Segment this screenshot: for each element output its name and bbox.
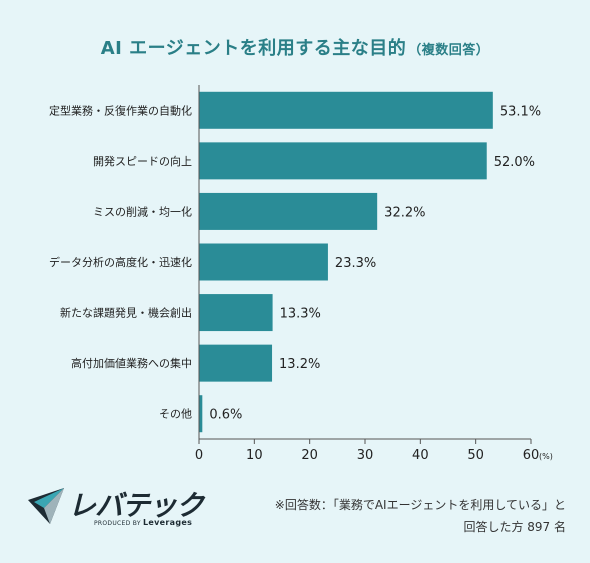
value-label: 53.1% — [500, 104, 541, 119]
logo-mark-icon — [28, 488, 64, 524]
bar — [199, 344, 273, 382]
bar — [199, 243, 328, 281]
logo-text: レバテック — [68, 489, 204, 522]
chart-title-main: AI エージェントを利用する主な目的 — [100, 38, 407, 59]
category-label: 開発スピードの向上 — [93, 154, 192, 168]
bar — [199, 142, 487, 180]
category-label: データ分析の高度化・迅速化 — [49, 255, 192, 269]
bar — [199, 192, 378, 230]
footnote-line-2: 回答した方 897 名 — [463, 520, 566, 534]
logo-tagline: PRODUCED BY Leverages — [94, 518, 192, 527]
logo-tagline-brand: Leverages — [143, 518, 193, 527]
value-label: 13.3% — [280, 307, 321, 322]
x-tick-label: 40 — [412, 448, 429, 463]
bar — [199, 294, 273, 332]
value-label: 13.2% — [279, 357, 320, 372]
category-label: 新たな課題発見・機会創出 — [60, 306, 192, 320]
category-label: 高付加価値業務への集中 — [71, 356, 192, 370]
x-tick-label: 30 — [357, 448, 374, 463]
footnote: ※回答数：「業務でAIエージェントを利用している」と 回答した方 897 名 — [275, 494, 566, 538]
x-tick-label: 50 — [467, 448, 484, 463]
x-tick-label: 60 — [523, 448, 540, 463]
value-label: 0.6% — [209, 408, 242, 423]
footnote-line-1: ※回答数：「業務でAIエージェントを利用している」と — [274, 498, 566, 512]
x-tick-label: 10 — [246, 448, 263, 463]
bar — [199, 395, 203, 433]
category-label: 定型業務・反復作業の自動化 — [49, 103, 192, 117]
chart-title-sub: （複数回答） — [408, 43, 490, 58]
category-label: その他 — [159, 408, 192, 421]
x-tick-label: 20 — [301, 448, 318, 463]
value-label: 52.0% — [494, 155, 535, 170]
category-label: ミスの削減・均一化 — [93, 204, 192, 218]
levtech-logo: レバテック PRODUCED BY Leverages — [28, 484, 228, 534]
value-label: 23.3% — [335, 256, 376, 271]
x-unit-label: (%) — [539, 452, 553, 461]
bar — [199, 91, 493, 129]
bar-chart: 定型業務・反復作業の自動化 53.1% 開発スピードの向上 52.0% ミスの削減・均一… — [49, 85, 553, 463]
logo-tagline-prefix: PRODUCED BY — [94, 520, 141, 527]
x-tick-label: 0 — [195, 448, 203, 463]
value-label: 32.2% — [384, 205, 425, 220]
chart-title: AI エージェントを利用する主な目的 （複数回答） — [0, 34, 590, 60]
